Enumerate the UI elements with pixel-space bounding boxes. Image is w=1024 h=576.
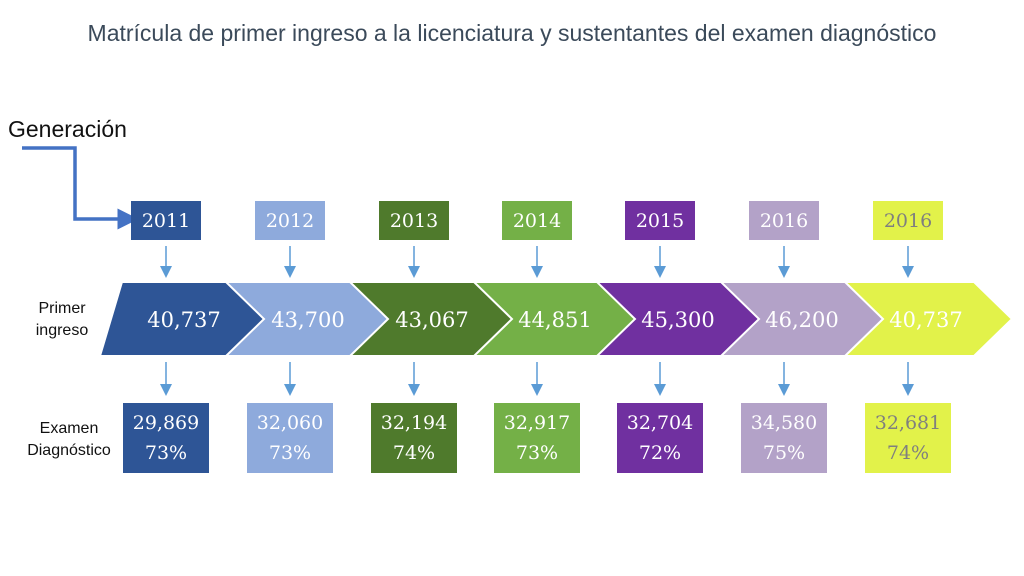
examen-value-2: 32,060 (256, 412, 324, 434)
examen-percent-1: 73% (144, 442, 188, 464)
examen-value-7: 32,681 (874, 412, 942, 434)
generation-label: Generación (8, 116, 127, 142)
chevron-row: 40,737 43,700 43,067 44,851 45,300 46,200 40,7… (98, 281, 1014, 357)
chevron-1 (98, 281, 266, 357)
generation-bracket-arrow (22, 146, 139, 230)
examen-label-line1: Examen (39, 420, 99, 437)
examen-result-box-5: 32,704 72% (617, 403, 703, 473)
examen-label: Examen Diagnóstico (14, 418, 124, 462)
examen-result-box-7: 32,681 74% (865, 403, 951, 473)
examen-result-box-3: 32,194 74% (371, 403, 457, 473)
examen-value-6: 34,580 (750, 412, 818, 434)
primer-ingreso-value-7: 40,737 (889, 308, 962, 332)
examen-label-line2: Diagnóstico (27, 442, 111, 459)
primer-ingreso-label: Primer ingreso (22, 298, 102, 342)
year-box-2: 2012 (255, 201, 325, 240)
connector-arrows (160, 246, 914, 396)
primer-ingreso-label-line2: ingreso (35, 322, 89, 339)
year-box-6: 2016 (749, 201, 819, 240)
examen-result-box-6: 34,580 75% (741, 403, 827, 473)
examen-result-box-4: 32,917 73% (494, 403, 580, 473)
year-box-4: 2014 (502, 201, 572, 240)
primer-ingreso-value-6: 46,200 (765, 308, 838, 332)
primer-ingreso-value-2: 43,700 (271, 308, 344, 332)
examen-percent-2: 73% (268, 442, 312, 464)
primer-ingreso-label-line1: Primer (38, 300, 86, 317)
page-title: Matrícula de primer ingreso a la licenci… (87, 20, 937, 46)
primer-ingreso-value-5: 45,300 (641, 308, 714, 332)
examen-percent-3: 74% (392, 442, 436, 464)
examen-value-3: 32,194 (380, 412, 448, 434)
examen-result-box-2: 32,060 73% (247, 403, 333, 473)
examen-result-box-1: 29,869 73% (123, 403, 209, 473)
year-box-5: 2015 (625, 201, 695, 240)
year-box-7: 2016 (873, 201, 943, 240)
examen-value-4: 32,917 (503, 412, 571, 434)
primer-ingreso-value-3: 43,067 (395, 308, 468, 332)
examen-percent-4: 73% (515, 442, 559, 464)
examen-percent-7: 74% (886, 442, 930, 464)
year-box-3: 2013 (379, 201, 449, 240)
examen-value-5: 32,704 (626, 412, 694, 434)
year-box-1: 2011 (131, 201, 201, 240)
examen-percent-5: 72% (638, 442, 682, 464)
primer-ingreso-value-1: 40,737 (147, 308, 220, 332)
examen-value-1: 29,869 (132, 412, 200, 434)
primer-ingreso-value-4: 44,851 (518, 308, 591, 332)
examen-percent-6: 75% (762, 442, 806, 464)
